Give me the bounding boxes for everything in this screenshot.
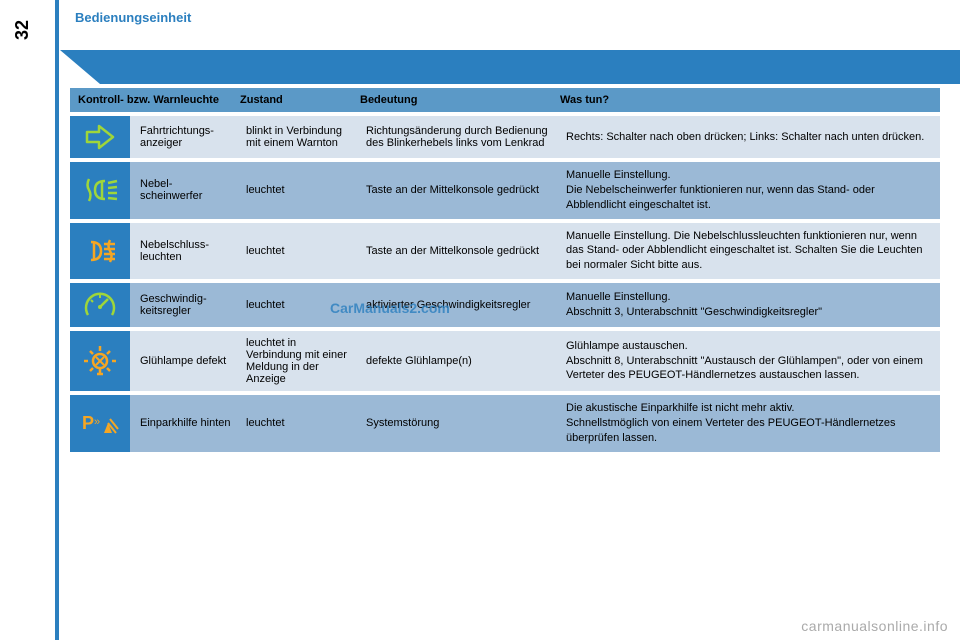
cell-state: leuchtet	[240, 395, 360, 452]
cell-name: Geschwindig-keitsregler	[130, 283, 240, 327]
header-banner	[60, 50, 960, 84]
table-row: Fahrtrichtungs-anzeiger blinkt in Verbin…	[70, 116, 940, 158]
cell-name: Fahrtrichtungs-anzeiger	[130, 116, 240, 158]
th-indicator: Kontroll- bzw. Warnleuchte	[70, 94, 240, 106]
watermark: CarManuals2.com	[330, 300, 450, 316]
cell-meaning: defekte Glühlampe(n)	[360, 331, 560, 391]
turn-signal-icon	[70, 116, 130, 158]
table-row: Nebel-scheinwerfer leuchtet Taste an der…	[70, 162, 940, 219]
side-accent-bar	[55, 0, 59, 640]
cell-meaning: Taste an der Mittelkonsole gedrückt	[360, 223, 560, 280]
cell-name: Einparkhilfe hinten	[130, 395, 240, 452]
table-row: Nebelschluss-leuchten leuchtet Taste an …	[70, 223, 940, 280]
table-row: Glühlampe defekt leuchtet in Verbindung …	[70, 331, 940, 391]
fog-rear-icon	[70, 223, 130, 280]
table-row: Geschwindig-keitsregler leuchtet aktivie…	[70, 283, 940, 327]
header-banner-cut	[60, 50, 100, 84]
cruise-control-icon	[70, 283, 130, 327]
cell-meaning: Richtungsänderung durch Bedienung des Bl…	[360, 116, 560, 158]
table-row: P » Einparkhilfe hinten leuchtet Systems…	[70, 395, 940, 452]
cell-action: Manuelle Einstellung.Die Nebelscheinwerf…	[560, 162, 940, 219]
th-state: Zustand	[240, 94, 360, 106]
cell-name: Nebelschluss-leuchten	[130, 223, 240, 280]
bulb-failure-icon	[70, 331, 130, 391]
cell-state: blinkt in Verbindung mit einem Warnton	[240, 116, 360, 158]
cell-action: Manuelle Einstellung. Die Nebelschlussle…	[560, 223, 940, 280]
svg-text:»: »	[94, 416, 100, 428]
cell-name: Glühlampe defekt	[130, 331, 240, 391]
cell-state: leuchtet	[240, 162, 360, 219]
cell-action: Rechts: Schalter nach oben drücken; Link…	[560, 116, 940, 158]
park-assist-icon: P »	[70, 395, 130, 452]
page-number: 32	[12, 20, 33, 40]
th-action: Was tun?	[560, 94, 940, 106]
fog-front-icon	[70, 162, 130, 219]
cell-action: Die akustische Einparkhilfe ist nicht me…	[560, 395, 940, 452]
section-title: Bedienungseinheit	[75, 10, 191, 25]
svg-text:P: P	[82, 413, 94, 433]
cell-name: Nebel-scheinwerfer	[130, 162, 240, 219]
cell-meaning: Systemstörung	[360, 395, 560, 452]
footer-watermark: carmanualsonline.info	[801, 618, 948, 634]
cell-state: leuchtet	[240, 223, 360, 280]
table-header-row: Kontroll- bzw. Warnleuchte Zustand Bedeu…	[70, 88, 940, 112]
cell-action: Glühlampe austauschen.Abschnitt 8, Unter…	[560, 331, 940, 391]
cell-state: leuchtet in Verbindung mit einer Meldung…	[240, 331, 360, 391]
th-meaning: Bedeutung	[360, 94, 560, 106]
cell-action: Manuelle Einstellung.Abschnitt 3, Untera…	[560, 283, 940, 327]
warning-lights-table: Kontroll- bzw. Warnleuchte Zustand Bedeu…	[70, 88, 940, 452]
cell-meaning: Taste an der Mittelkonsole gedrückt	[360, 162, 560, 219]
